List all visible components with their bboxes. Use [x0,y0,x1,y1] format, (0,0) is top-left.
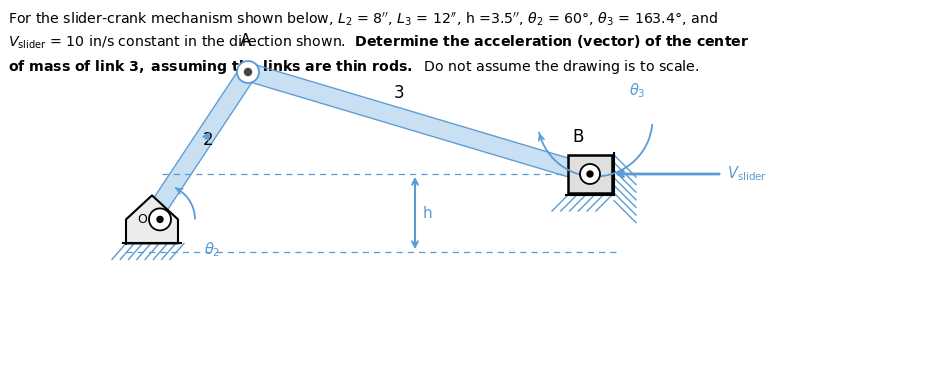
Text: 3: 3 [393,84,404,102]
Circle shape [157,216,163,222]
Circle shape [236,61,259,83]
Circle shape [244,69,251,76]
Text: A: A [240,32,251,50]
Text: O: O [137,213,146,226]
Polygon shape [145,67,255,222]
Polygon shape [245,64,592,183]
Circle shape [579,164,600,184]
Text: For the slider-crank mechanism shown below, $L_2$ = 8$^{\prime\prime}$, $L_3$ = : For the slider-crank mechanism shown bel… [8,10,717,27]
Text: B: B [572,128,583,146]
Text: $\theta_3$: $\theta_3$ [628,82,644,100]
Text: h: h [423,205,432,221]
Text: $\mathbf{of\ mass\ of\ link\ 3,\ assuming\ the\ links\ are\ thin\ rods.}$  Do no: $\mathbf{of\ mass\ of\ link\ 3,\ assumin… [8,58,699,76]
Bar [567,155,611,193]
Text: $\theta_2$: $\theta_2$ [204,240,220,259]
Polygon shape [126,195,178,243]
Text: $V_{\mathsf{slider}}$ = 10 in/s constant in the direction shown.  $\mathbf{Deter: $V_{\mathsf{slider}}$ = 10 in/s constant… [8,34,748,51]
Circle shape [587,171,592,177]
Text: $V_{\mathsf{slider}}$: $V_{\mathsf{slider}}$ [726,165,767,183]
Text: 2: 2 [202,131,213,149]
Circle shape [149,209,171,230]
